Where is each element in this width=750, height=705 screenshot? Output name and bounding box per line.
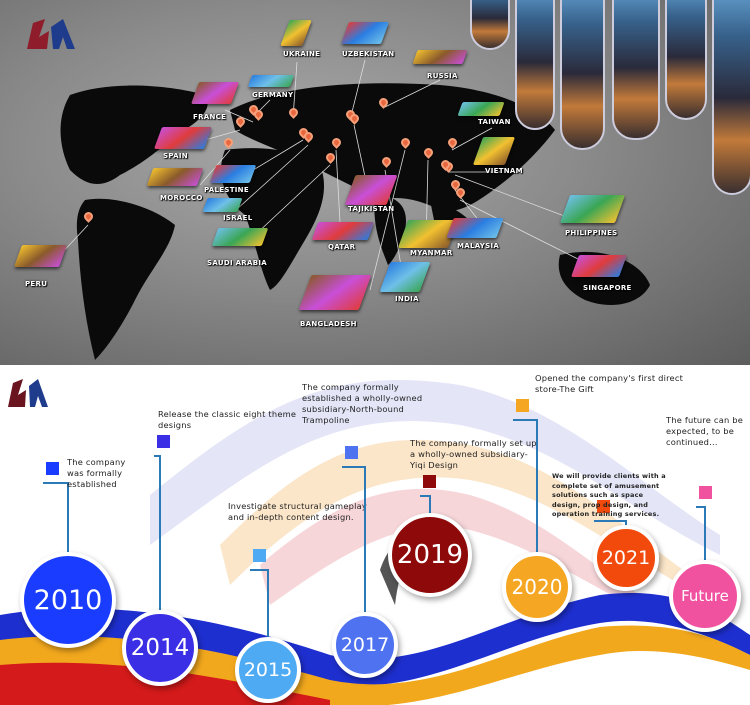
timeline-marker-2021 (597, 500, 610, 513)
company-logo (25, 17, 77, 59)
venue-photo-qatar (311, 222, 375, 240)
venue-photo-malaysia (446, 218, 504, 238)
country-label: ISRAEL (223, 214, 253, 222)
country-label: FRANCE (193, 113, 227, 121)
city-photo-strip (470, 0, 510, 50)
timeline-marker-2010 (46, 462, 59, 475)
country-label: QATAR (328, 243, 356, 251)
venue-photo-singapore (570, 255, 628, 277)
venue-photo-peru (13, 245, 68, 267)
country-label: PALESTINE (204, 186, 249, 194)
venue-photo-saudi-arabia (211, 228, 269, 246)
country-label: SPAIN (163, 152, 188, 160)
country-label: TAJIKISTAN (348, 205, 395, 213)
year-circle-2020[interactable]: 2020 (502, 552, 572, 622)
world-map-section: UKRAINE UZBEKISTAN RUSSIA GERMANY FRANCE TAIW… (0, 0, 750, 365)
city-photo-strip (560, 0, 605, 150)
country-label: INDIA (395, 295, 419, 303)
milestone-text: Investigate structural gameplay and in-d… (228, 501, 368, 522)
timeline-connector (250, 569, 269, 637)
year-circle-2017[interactable]: 2017 (332, 612, 398, 678)
year-circle-2019[interactable]: 2019 (388, 513, 472, 597)
country-label: GERMANY (252, 91, 294, 99)
timeline-marker-2015 (253, 549, 266, 562)
south-america (76, 198, 175, 360)
year-circle-2014[interactable]: 2014 (122, 610, 198, 686)
city-photo-strip (612, 0, 660, 140)
timeline-marker-2017 (345, 446, 358, 459)
country-label: UZBEKISTAN (342, 50, 395, 58)
company-timeline: 2010 The company was formally established… (0, 365, 750, 705)
country-label: MOROCCO (160, 194, 203, 202)
timeline-connector (696, 506, 706, 560)
venue-photo-russia (412, 50, 468, 64)
milestone-text: We will provide clients with a complete … (552, 472, 666, 518)
year-circle-2021[interactable]: 2021 (593, 525, 659, 591)
city-photo-strip (712, 0, 750, 195)
timeline-connector (420, 495, 431, 513)
country-label: UKRAINE (283, 50, 321, 58)
company-logo (7, 377, 49, 415)
city-photo-strip (515, 0, 555, 130)
country-label: PERU (25, 280, 48, 288)
country-label: RUSSIA (427, 72, 458, 80)
country-label: VIETNAM (485, 167, 523, 175)
country-label: SINGAPORE (583, 284, 632, 292)
timeline-marker-future (699, 486, 712, 499)
country-label: PHILIPPINES (565, 229, 618, 237)
venue-photo-bangladesh (298, 275, 372, 310)
venue-photo-taiwan (457, 102, 505, 116)
country-label: BANGLADESH (300, 320, 357, 328)
venue-photo-israel (202, 198, 243, 212)
milestone-text: The future can be expected, to be contin… (666, 415, 744, 447)
country-label: SAUDI ARABIA (207, 259, 267, 267)
timeline-connector (513, 419, 538, 552)
milestone-text: Release the classic eight theme designs (158, 409, 297, 430)
venue-photo-germany (247, 75, 295, 87)
country-label: MALAYSIA (457, 242, 500, 250)
year-circle-future[interactable]: Future (669, 560, 741, 632)
city-photo-strip (665, 0, 707, 120)
timeline-marker-2014 (157, 435, 170, 448)
timeline-connector (154, 455, 161, 610)
milestone-text: The company formally set up a wholly-own… (410, 438, 537, 470)
venue-photo-philippines (559, 195, 626, 223)
timeline-connector (594, 520, 627, 525)
venue-photo-palestine (209, 165, 257, 183)
timeline-connector (342, 466, 366, 612)
venue-photo-uzbekistan (340, 22, 390, 44)
milestone-text: Opened the company's first direct store-… (535, 373, 684, 394)
venue-photo-morocco (146, 168, 204, 186)
timeline-marker-2020 (516, 399, 529, 412)
milestone-text: The company was formally established (67, 457, 126, 489)
country-label: TAIWAN (478, 118, 511, 126)
timeline-connector (43, 482, 69, 552)
venue-photo-spain (153, 127, 213, 149)
country-label: MYANMAR (410, 249, 453, 257)
year-circle-2010[interactable]: 2010 (20, 552, 116, 648)
milestone-text: The company formally established a wholl… (302, 382, 423, 425)
timeline-marker-2019 (423, 475, 436, 488)
north-america (60, 85, 208, 185)
year-circle-2015[interactable]: 2015 (235, 637, 301, 703)
venue-photo-france (190, 82, 240, 104)
